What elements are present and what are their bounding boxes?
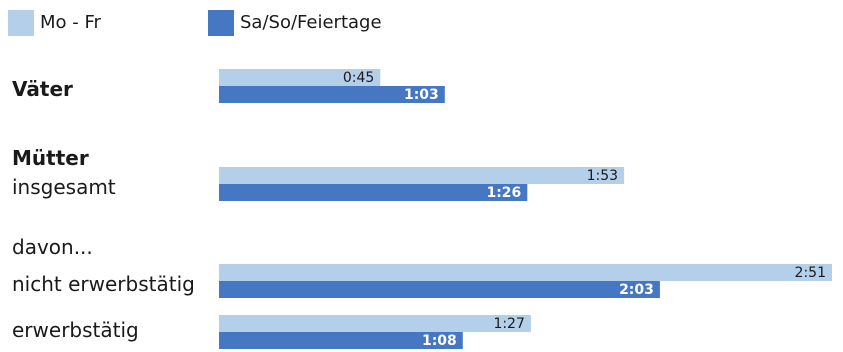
row-label-nicht-erwerbstaetig: nicht erwerbstätig: [12, 272, 195, 296]
legend-label-weekend: Sa/So/Feiertage: [240, 12, 382, 33]
bar-label-weekday-0: 0:45: [343, 70, 374, 86]
bar-weekend-0: [219, 86, 445, 103]
bar-weekday-3: [219, 315, 531, 332]
bar-weekend-2: [219, 281, 660, 298]
row-label-insgesamt: insgesamt: [12, 175, 116, 199]
legend-swatch-weekend: [208, 10, 234, 36]
row-label-davon: davon...: [12, 235, 93, 259]
bar-weekday-2: [219, 264, 832, 281]
bar-weekday-1: [219, 167, 625, 184]
bar-label-weekend-0: 1:03: [404, 87, 439, 103]
bar-label-weekend-1: 1:26: [486, 185, 521, 201]
legend-label-weekday: Mo - Fr: [40, 12, 101, 33]
row-label-vaeter: Väter: [12, 77, 73, 101]
bar-weekend-3: [219, 332, 463, 349]
bar-label-weekday-1: 1:53: [587, 168, 618, 184]
bar-label-weekday-2: 2:51: [795, 265, 826, 281]
bar-label-weekend-3: 1:08: [422, 333, 457, 349]
bar-label-weekday-3: 1:27: [493, 316, 524, 332]
bar-weekday-0: [219, 69, 381, 86]
row-label-muetter: Mütter: [12, 146, 89, 170]
legend-swatch-weekday: [8, 10, 34, 36]
bar-label-weekend-2: 2:03: [619, 282, 654, 298]
row-label-erwerbstaetig: erwerbstätig: [12, 318, 139, 342]
bar-weekend-1: [219, 184, 528, 201]
